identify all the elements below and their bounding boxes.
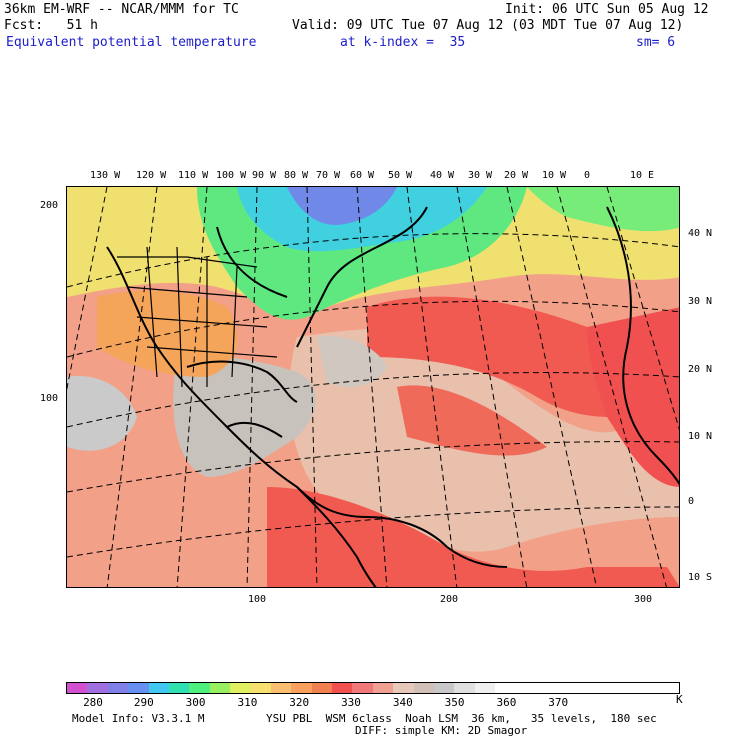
field-red-southamerica xyxy=(267,487,679,587)
color-scale-cell xyxy=(434,683,455,693)
theta-e-map xyxy=(67,187,679,587)
grid-x-label: 300 xyxy=(634,594,653,605)
color-scale-cell xyxy=(67,683,88,693)
color-scale-label: 320 xyxy=(289,696,310,709)
color-scale-cell xyxy=(413,683,435,693)
latitude-label: 10 S xyxy=(688,572,713,583)
longitude-label: 70 W xyxy=(316,170,341,181)
color-scale-cell xyxy=(597,683,618,693)
color-scale-label: 310 xyxy=(237,696,258,709)
longitude-label: 0 xyxy=(584,170,591,181)
color-scale-bar xyxy=(66,682,680,694)
longitude-label: 130 W xyxy=(90,170,121,181)
latitude-label: 30 N xyxy=(688,296,713,307)
color-scale-label: 290 xyxy=(133,696,154,709)
color-scale-cell xyxy=(107,683,129,693)
color-scale-cell xyxy=(230,683,251,693)
grid-x-label: 100 xyxy=(248,594,267,605)
diffusion-info: DIFF: simple KM: 2D Smagor xyxy=(355,724,528,737)
latitude-label: 0 xyxy=(688,496,695,507)
field-blue-labrador xyxy=(287,187,397,225)
color-scale-cell xyxy=(250,683,271,693)
longitude-label: 110 W xyxy=(178,170,209,181)
forecast-hour: Fcst: 51 h xyxy=(4,18,98,33)
color-scale-label: 360 xyxy=(496,696,517,709)
field-red-tropics xyxy=(397,385,547,456)
color-scale-cell xyxy=(515,683,536,693)
color-scale-label: 370 xyxy=(548,696,569,709)
longitude-label: 80 W xyxy=(284,170,309,181)
smoothing-info: sm= 6 xyxy=(636,35,676,50)
latitude-label: 10 N xyxy=(688,431,713,442)
field-green-eu xyxy=(527,187,679,232)
color-scale-cell xyxy=(637,683,659,693)
longitude-label: 10 E xyxy=(630,170,655,181)
model-title: 36km EM-WRF -- NCAR/MMM for TC xyxy=(4,2,239,17)
color-scale-cell xyxy=(576,683,598,693)
color-scale-cell xyxy=(617,683,638,693)
color-scale-label: 330 xyxy=(341,696,361,709)
coastlines xyxy=(106,206,679,587)
color-scale-cell xyxy=(311,683,333,693)
init-time: Init: 06 UTC Sun 05 Aug 12 xyxy=(505,2,709,17)
valid-time: Valid: 09 UTC Tue 07 Aug 12 (03 MDT Tue … xyxy=(292,18,684,33)
color-scale-cell xyxy=(168,683,190,693)
color-scale-cell xyxy=(87,683,108,693)
latitude-label: 40 N xyxy=(688,228,713,239)
longitude-label: 10 W xyxy=(542,170,567,181)
field-grey-pacific xyxy=(67,376,137,451)
state-borders xyxy=(117,246,278,388)
graticule xyxy=(67,187,679,587)
level-info: at k-index = 35 xyxy=(340,35,466,50)
model-info: Model Info: V3.3.1 M xyxy=(72,712,205,725)
color-scale-cell xyxy=(189,683,210,693)
map-panel xyxy=(66,186,680,588)
physics-info: YSU PBL WSM 6class Noah LSM 36 km, 35 le… xyxy=(266,712,657,725)
longitude-label: 20 W xyxy=(504,170,529,181)
color-scale-cell xyxy=(454,683,475,693)
color-scale-cell xyxy=(148,683,169,693)
color-scale-label: 340 xyxy=(392,696,413,709)
color-scale-cell xyxy=(556,683,577,693)
color-scale-cell xyxy=(209,683,231,693)
color-scale-cell xyxy=(332,683,353,693)
longitude-label: 30 W xyxy=(468,170,493,181)
grid-y-label: 100 xyxy=(40,393,59,404)
color-scale-cell xyxy=(352,683,373,693)
longitude-label: 100 W xyxy=(216,170,247,181)
longitude-label: 60 W xyxy=(350,170,375,181)
color-scale-cell xyxy=(393,683,414,693)
color-scale-cell xyxy=(291,683,312,693)
color-scale-label: 280 xyxy=(83,696,103,709)
color-scale-label: 300 xyxy=(185,696,206,709)
field-name: Equivalent potential temperature xyxy=(6,35,257,50)
grid-y-label: 200 xyxy=(40,200,59,211)
color-scale-cell xyxy=(495,683,516,693)
longitude-label: 50 W xyxy=(388,170,413,181)
color-scale-unit: K xyxy=(676,693,683,706)
color-scale-cell xyxy=(128,683,149,693)
latitude-label: 20 N xyxy=(688,364,713,375)
color-scale-cell xyxy=(372,683,394,693)
grid-x-label: 200 xyxy=(440,594,459,605)
longitude-label: 120 W xyxy=(136,170,167,181)
color-scale-cell xyxy=(270,683,292,693)
color-scale-label: 350 xyxy=(444,696,465,709)
color-scale-cell xyxy=(658,683,679,693)
longitude-label: 40 W xyxy=(430,170,455,181)
color-scale-cell xyxy=(474,683,496,693)
color-scale-cell xyxy=(535,683,557,693)
longitude-label: 90 W xyxy=(252,170,277,181)
